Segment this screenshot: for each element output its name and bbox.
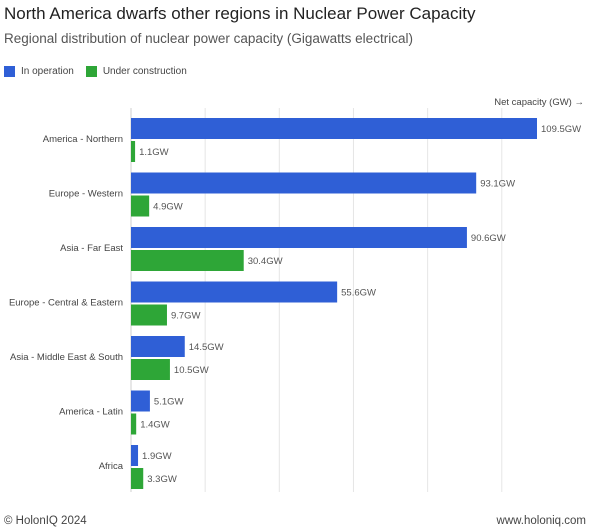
legend-label-in-operation: In operation xyxy=(21,66,74,77)
data-label: 10.5GW xyxy=(174,365,209,376)
bar-in-operation[interactable] xyxy=(131,390,150,412)
legend-label-under-construction: Under construction xyxy=(102,66,187,77)
legend-item-under-construction[interactable]: Under construction xyxy=(85,66,187,77)
data-label: 14.5GW xyxy=(189,342,224,353)
category-label: America - Latin xyxy=(59,407,123,418)
bar-under-construction[interactable] xyxy=(131,413,137,435)
legend-item-in-operation[interactable]: In operation xyxy=(4,66,74,77)
data-label: 1.4GW xyxy=(140,420,170,431)
data-label: 1.1GW xyxy=(139,147,169,158)
data-label: 1.9GW xyxy=(142,451,172,462)
bar-under-construction[interactable] xyxy=(131,141,136,162)
footer-copyright: © HolonIQ 2024 xyxy=(4,515,87,527)
category-label: Europe - Western xyxy=(49,189,123,200)
data-label: 55.6GW xyxy=(341,288,376,299)
category-label: Asia - Middle East & South xyxy=(10,352,123,363)
bar-in-operation[interactable] xyxy=(131,172,477,194)
data-label: 109.5GW xyxy=(541,124,581,135)
bar-in-operation[interactable] xyxy=(131,336,185,357)
data-label: 93.1GW xyxy=(480,179,515,190)
bar-under-construction[interactable] xyxy=(131,250,244,271)
bar-under-construction[interactable] xyxy=(131,359,170,380)
data-label: 90.6GW xyxy=(471,233,506,244)
bar-in-operation[interactable] xyxy=(131,227,467,248)
bar-in-operation[interactable] xyxy=(131,281,338,303)
bar-under-construction[interactable] xyxy=(131,195,150,217)
category-label: Europe - Central & Eastern xyxy=(9,298,123,309)
category-label: America - Northern xyxy=(43,134,123,145)
legend-swatch-in-operation xyxy=(4,66,15,77)
bar-under-construction[interactable] xyxy=(131,304,167,326)
axis-note: Net capacity (GW) → xyxy=(494,97,584,108)
category-label: Asia - Far East xyxy=(60,243,123,254)
data-label: 9.7GW xyxy=(171,311,201,322)
data-label: 5.1GW xyxy=(154,397,184,408)
data-label: 30.4GW xyxy=(248,256,283,267)
chart-title: North America dwarfs other regions in Nu… xyxy=(4,4,476,23)
category-label: Africa xyxy=(99,461,124,472)
bar-under-construction[interactable] xyxy=(131,468,144,489)
bar-in-operation[interactable] xyxy=(131,118,537,139)
footer-website[interactable]: www.holoniq.com xyxy=(496,515,586,527)
chart-subtitle: Regional distribution of nuclear power c… xyxy=(4,31,413,46)
data-label: 4.9GW xyxy=(153,202,183,213)
data-label: 3.3GW xyxy=(147,474,177,485)
legend: In operation Under construction xyxy=(4,66,199,77)
bar-chart: America - Northern 109.5GW 1.1GW Europe - W… xyxy=(9,108,581,492)
bar-in-operation[interactable] xyxy=(131,445,139,466)
legend-swatch-under-construction xyxy=(85,66,97,77)
